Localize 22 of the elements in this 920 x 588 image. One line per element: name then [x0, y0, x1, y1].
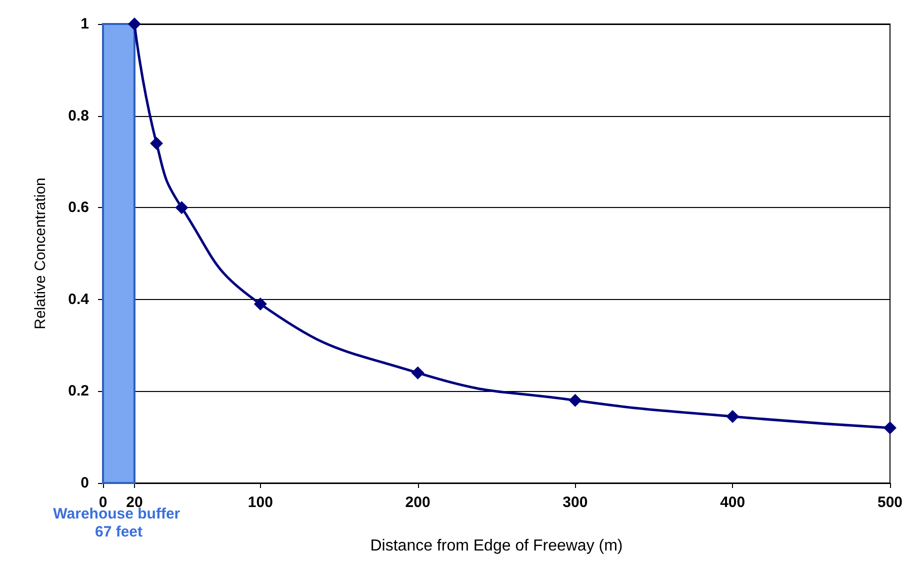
- y-tick-label: 0.2: [68, 382, 89, 400]
- y-tick-label: 0.8: [68, 107, 89, 124]
- x-tick-label: 200: [405, 494, 430, 511]
- y-tick-label: 1: [80, 16, 89, 32]
- x-tick-label: 400: [720, 494, 746, 511]
- x-tick-label: 0: [98, 494, 108, 511]
- x-tick-label: 300: [562, 494, 588, 511]
- x-tick-label: 100: [248, 494, 273, 511]
- y-tick-label: 0.4: [68, 290, 90, 308]
- point: [884, 421, 896, 434]
- point: [726, 410, 740, 423]
- x-tick-label: 500: [877, 494, 903, 511]
- x-axis-title: Distance from Edge of Freeway (m): [370, 538, 623, 554]
- point: [175, 201, 188, 214]
- point: [568, 394, 582, 407]
- point: [128, 18, 141, 30]
- point: [411, 366, 424, 380]
- y-tick-label: 0.6: [68, 199, 89, 216]
- point: [150, 136, 164, 150]
- y-tick-label: 0: [80, 474, 89, 492]
- point: [254, 297, 267, 310]
- y-axis-title: Relative Concentration: [32, 178, 49, 330]
